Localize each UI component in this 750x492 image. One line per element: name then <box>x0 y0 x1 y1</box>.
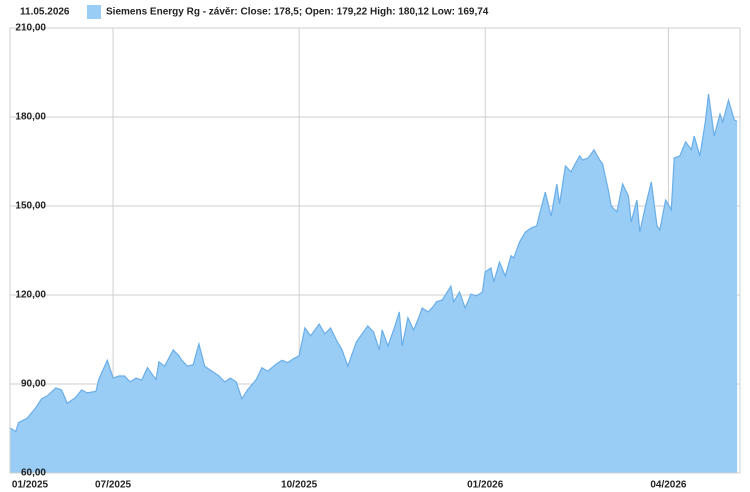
legend-label: Siemens Energy Rg - závěr: Close: 178,5;… <box>106 7 489 18</box>
y-tick-label: 60,00 <box>21 468 46 479</box>
y-tick-label: 90,00 <box>21 379 46 390</box>
y-tick-label: 150,00 <box>15 201 46 212</box>
legend-swatch <box>87 5 101 19</box>
x-tick-label: 07/2025 <box>95 480 132 491</box>
plot-frame <box>9 27 741 474</box>
x-tick-label: 01/2025 <box>12 480 49 491</box>
area <box>10 93 738 474</box>
y-tick-label: 120,00 <box>15 290 46 301</box>
x-tick-label: 01/2026 <box>467 480 504 491</box>
x-tick-label: 04/2026 <box>650 480 687 491</box>
date: 11.05.2026 <box>20 7 70 18</box>
y-tick-label: 180,00 <box>15 112 46 123</box>
line <box>9 93 738 433</box>
x-tick-label: 10/2025 <box>281 480 318 491</box>
y-tick-label: 210,00 <box>15 23 46 34</box>
